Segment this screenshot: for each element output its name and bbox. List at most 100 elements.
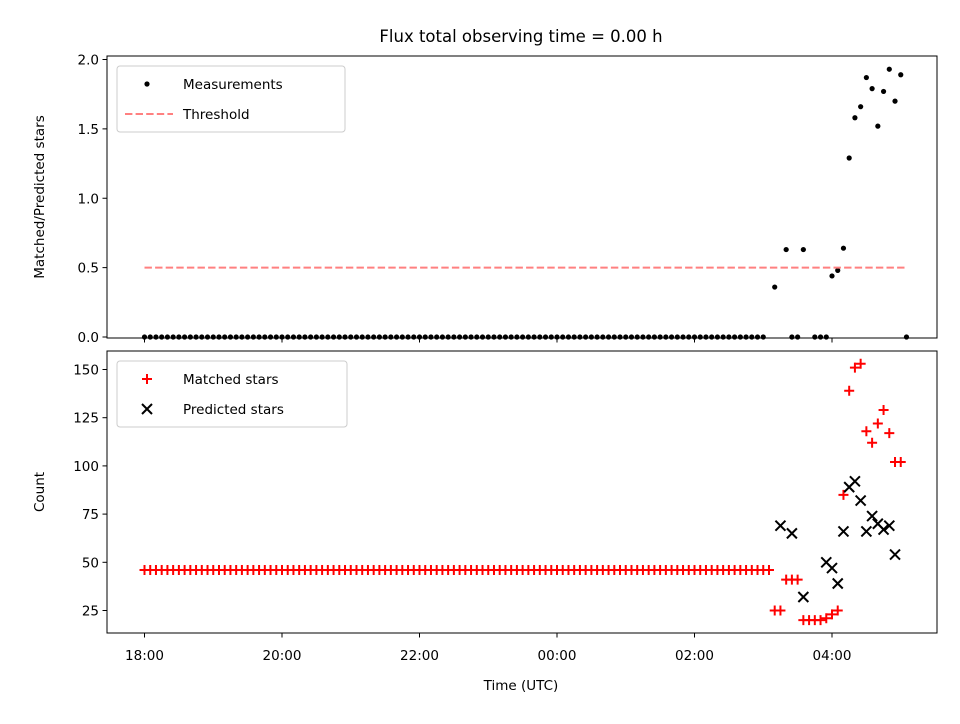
measurement-point [319, 334, 325, 340]
matched-star-point [884, 428, 895, 439]
matched-star-point [832, 605, 843, 616]
measurement-point [605, 334, 612, 340]
axes-frame [106, 350, 938, 634]
predicted-star-point [860, 525, 873, 538]
predicted-star-point [797, 591, 810, 603]
measurement-point [772, 284, 778, 290]
measurement-point [760, 334, 766, 340]
measurement-point [646, 334, 652, 340]
y-tick-label: 0.5 [78, 261, 99, 277]
measurement-point [439, 334, 446, 340]
measurement-point [342, 334, 348, 340]
matched-star-point [821, 613, 832, 624]
measurement-point [903, 334, 910, 340]
measurement-point [743, 334, 749, 340]
y-tick-label: 125 [73, 411, 99, 427]
measurement-point [697, 334, 703, 340]
series-predicted-stars [774, 475, 901, 603]
predicted-star-point [849, 475, 861, 488]
measurement-point [405, 334, 411, 340]
matched-star-point [792, 574, 803, 585]
chart-title: Flux total observing time = 0.00 h [379, 27, 662, 46]
measurement-point [537, 334, 543, 340]
predicted-star-point [883, 519, 895, 532]
measurement-point [502, 334, 509, 340]
measurement-point [393, 334, 400, 340]
measurement-point [858, 104, 864, 110]
measurement-point [245, 334, 251, 340]
measurement-point [479, 334, 486, 340]
measurement-point [880, 88, 887, 95]
matched-star-point [838, 489, 849, 500]
measurement-point [795, 334, 801, 340]
measurement-point [227, 334, 234, 340]
legend: Measurements Threshold [116, 65, 346, 133]
measurement-point [302, 334, 308, 340]
measurement-point [732, 334, 738, 340]
measurement-point [428, 334, 434, 340]
axes-frame [106, 55, 938, 339]
measurement-point [222, 334, 228, 340]
measurement-point [468, 334, 474, 340]
measurement-point [749, 334, 755, 340]
measurement-point [617, 334, 623, 340]
measurement-point [193, 334, 199, 340]
measurement-point [399, 334, 405, 340]
y-tick-label: 0.0 [78, 330, 99, 346]
matched-star-point [844, 385, 855, 396]
x-tick-label: 20:00 [263, 648, 302, 664]
measurement-point [359, 334, 365, 340]
legend-key-predicted-stars [141, 403, 153, 415]
y-tick-label: 150 [73, 363, 99, 379]
predicted-star-point [837, 525, 850, 538]
measurement-point [663, 334, 669, 340]
measurement-point [560, 334, 566, 340]
measurement-point [411, 334, 417, 340]
measurement-point [451, 334, 457, 340]
measurement-point [651, 334, 657, 340]
measurement-point [325, 334, 331, 340]
y-tick-label: 25 [82, 604, 99, 620]
predicted-star-point [877, 523, 890, 536]
matched-star-point [861, 426, 872, 437]
measurement-point [823, 334, 829, 340]
measurement-point [353, 334, 360, 340]
measurement-point [657, 334, 663, 340]
legend-box [116, 65, 346, 133]
measurement-point [875, 123, 881, 129]
x-tick-label: 02:00 [675, 648, 714, 664]
measurement-point [812, 334, 818, 340]
measurement-point [571, 334, 577, 340]
measurement-point [531, 334, 537, 340]
measurement-point [187, 334, 193, 340]
measurement-point [388, 334, 394, 340]
measurement-point [583, 334, 589, 340]
measurement-point [817, 334, 824, 340]
measurement-point [210, 334, 216, 340]
measurement-point [256, 334, 262, 340]
measurement-point [554, 334, 560, 340]
series-matched-stars [139, 358, 906, 626]
measurement-point [835, 267, 841, 273]
y-tick-label: 2.0 [78, 53, 99, 69]
measurement-point [216, 334, 222, 340]
matched-star-point [763, 565, 774, 576]
measurement-point [611, 334, 617, 340]
measurement-point [714, 334, 721, 340]
measurement-point [182, 334, 188, 340]
y-tick-label: 75 [82, 507, 99, 523]
measurement-point [737, 334, 743, 340]
predicted-star-point [866, 510, 878, 522]
matched-star-point [827, 609, 837, 620]
measurement-point [892, 98, 898, 104]
measurement-point [313, 334, 319, 340]
measurement-point [164, 334, 171, 340]
measurement-point [628, 334, 635, 340]
measurement-point [846, 155, 852, 161]
measurement-point [691, 334, 698, 340]
measurement-point [250, 334, 256, 340]
measurement-point [290, 334, 297, 340]
measurement-point [267, 334, 274, 340]
matched-star-point [815, 615, 826, 626]
